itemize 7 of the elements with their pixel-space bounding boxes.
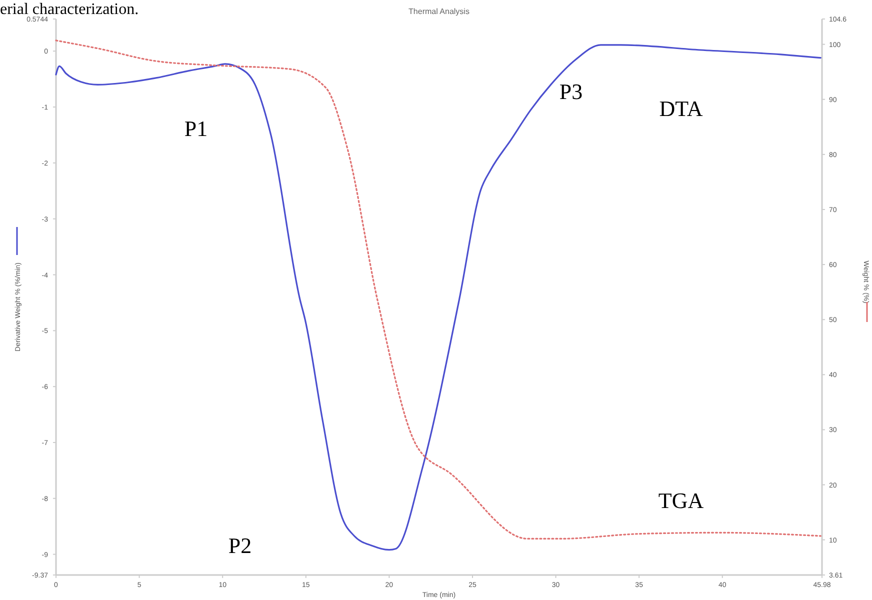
annotation: DTA [659,96,703,121]
annotation: TGA [658,488,704,513]
annotation: P2 [228,533,252,558]
chart-title: Thermal Analysis [408,7,470,16]
annotation: P3 [559,79,583,104]
text: erial characterization. [0,1,139,18]
annotation: P1 [184,116,208,141]
